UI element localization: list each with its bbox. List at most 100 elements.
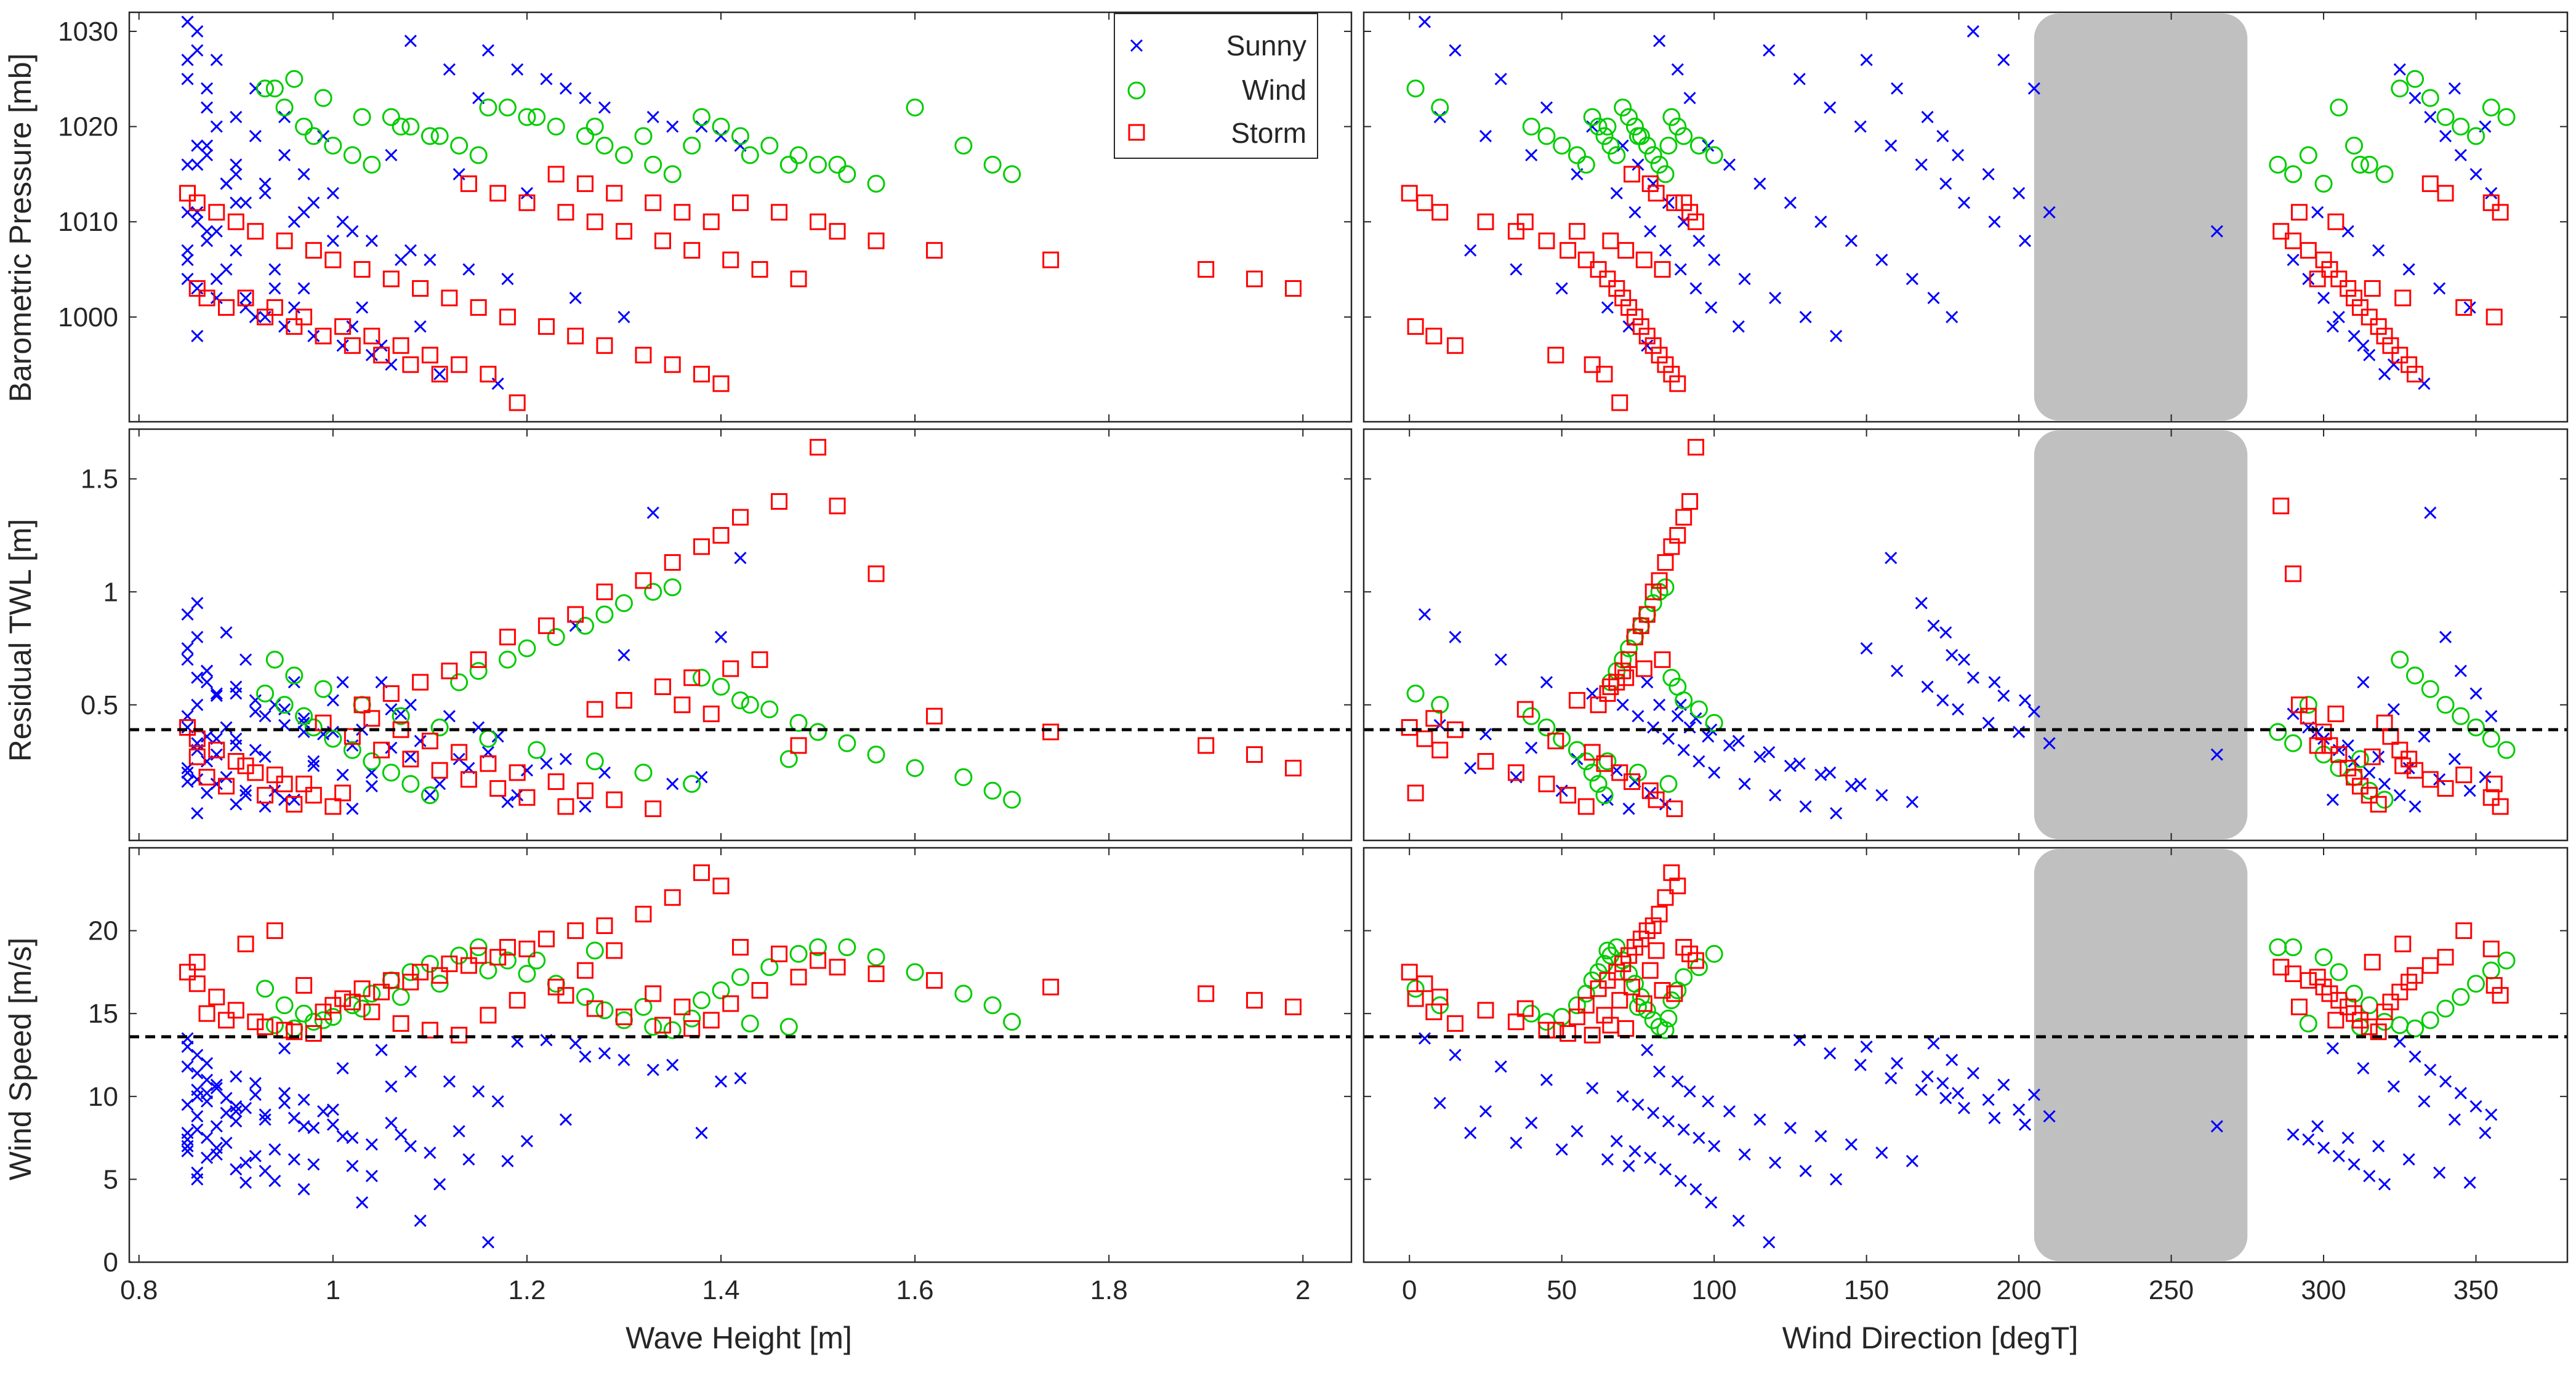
point-storm — [1516, 1000, 1534, 1017]
point-sunny — [2357, 339, 2370, 352]
point-storm — [2455, 922, 2473, 940]
point-storm — [1584, 744, 1601, 761]
x-tick-label: 1.8 — [1090, 1275, 1128, 1305]
point-sunny — [278, 111, 291, 124]
point-sunny — [1952, 148, 1965, 162]
point-storm — [1547, 733, 1564, 750]
point-sunny — [336, 215, 349, 228]
point-storm — [2361, 308, 2378, 326]
point-sunny — [1525, 1116, 1538, 1129]
point-storm — [722, 251, 739, 268]
point-sunny — [239, 653, 252, 666]
point-storm — [547, 978, 565, 996]
point-storm — [1425, 1004, 1443, 1021]
point-wind — [2482, 99, 2500, 117]
point-sunny — [239, 1156, 252, 1169]
point-storm — [1648, 791, 1665, 808]
point-sunny — [2372, 751, 2385, 763]
point-wind — [2284, 938, 2303, 957]
point-storm — [712, 375, 730, 392]
point-storm — [2290, 204, 2308, 221]
point-storm — [2370, 318, 2387, 335]
point-sunny — [297, 1120, 310, 1133]
point-sunny — [220, 771, 233, 784]
point-wind — [1644, 146, 1662, 164]
point-wind — [1705, 714, 1723, 732]
point-wind — [256, 980, 275, 998]
legend-label-wind: Wind — [1242, 74, 1306, 106]
point-sunny — [1927, 619, 1940, 632]
point-storm — [1425, 328, 1443, 345]
point-storm — [441, 955, 458, 972]
point-wind — [1537, 718, 1556, 736]
point-storm — [1644, 583, 1662, 600]
point-sunny — [579, 92, 592, 105]
point-sunny — [1540, 1073, 1553, 1086]
point-sunny — [2287, 254, 2300, 267]
legend-label-sunny: Sunny — [1226, 30, 1306, 62]
point-storm — [537, 930, 555, 948]
point-sunny — [2378, 1178, 2391, 1191]
point-storm — [732, 509, 749, 526]
point-wind — [760, 958, 779, 976]
point-wind — [256, 79, 275, 98]
point-storm — [1577, 997, 1595, 1014]
point-sunny — [191, 158, 204, 171]
point-sunny — [1845, 1138, 1858, 1151]
point-storm — [2272, 497, 2290, 515]
point-storm — [480, 1007, 497, 1024]
point-wind — [1625, 118, 1644, 136]
point-sunny — [2357, 676, 2370, 689]
point-sunny — [2027, 1089, 2040, 1101]
point-wind — [731, 968, 749, 986]
point-wind — [789, 146, 808, 164]
point-storm — [237, 935, 254, 952]
point-sunny — [1540, 676, 1553, 689]
point-wind — [2314, 948, 2333, 967]
point-storm — [373, 347, 390, 364]
point-sunny — [395, 1128, 408, 1141]
point-sunny — [2424, 506, 2437, 519]
point-sunny — [210, 1078, 223, 1092]
point-storm — [305, 787, 322, 804]
point-storm — [1620, 651, 1638, 668]
point-storm — [363, 1004, 380, 1021]
point-wind — [692, 108, 710, 126]
point-sunny — [210, 1120, 223, 1133]
point-storm — [2437, 949, 2454, 966]
point-storm — [654, 232, 671, 249]
point-sunny — [714, 1075, 728, 1088]
point-wind — [2299, 146, 2317, 164]
point-sunny — [191, 1110, 204, 1123]
point-storm — [2482, 940, 2500, 957]
point-sunny — [1464, 244, 1477, 257]
point-sunny — [181, 1098, 194, 1111]
point-storm — [2321, 261, 2338, 278]
point-wind — [382, 763, 400, 782]
point-storm — [751, 651, 768, 668]
point-sunny — [2418, 1095, 2431, 1108]
point-wind — [1406, 684, 1425, 703]
point-storm — [771, 204, 788, 221]
point-sunny — [559, 1113, 572, 1126]
point-sunny — [1525, 148, 1538, 162]
point-sunny — [1601, 301, 1614, 314]
point-storm — [509, 992, 526, 1009]
point-wind — [1595, 127, 1614, 145]
point-wind — [1659, 775, 1678, 793]
point-sunny — [1988, 676, 2001, 689]
point-sunny — [191, 671, 204, 684]
shaded-band — [2034, 14, 2248, 421]
point-wind — [1668, 118, 1687, 136]
point-storm — [1477, 213, 1494, 230]
point-sunny — [1616, 698, 1629, 711]
point-storm — [518, 789, 536, 806]
point-sunny — [1723, 1105, 1736, 1118]
point-storm — [1577, 251, 1595, 268]
point-sunny — [239, 301, 252, 314]
point-wind — [392, 707, 410, 725]
point-sunny — [1479, 129, 1492, 143]
point-storm — [1042, 978, 1060, 996]
point-storm — [1675, 194, 1693, 211]
point-sunny — [1644, 225, 1657, 238]
